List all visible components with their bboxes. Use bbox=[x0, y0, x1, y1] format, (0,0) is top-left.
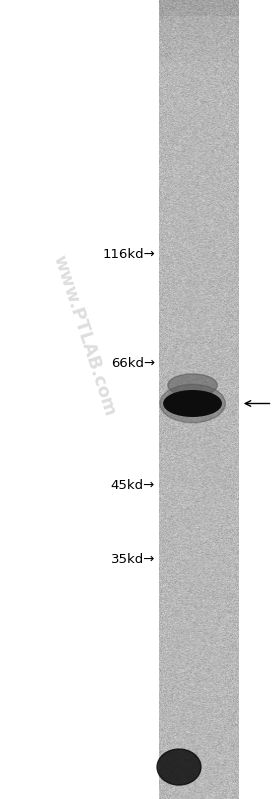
Text: 35kd→: 35kd→ bbox=[111, 553, 155, 566]
Ellipse shape bbox=[164, 391, 221, 416]
Ellipse shape bbox=[160, 384, 225, 423]
Text: 45kd→: 45kd→ bbox=[111, 479, 155, 492]
Text: www.PTLAB.com: www.PTLAB.com bbox=[49, 252, 119, 419]
Ellipse shape bbox=[157, 749, 201, 785]
Text: 116kd→: 116kd→ bbox=[102, 248, 155, 260]
Text: 66kd→: 66kd→ bbox=[111, 357, 155, 370]
Ellipse shape bbox=[168, 374, 217, 396]
